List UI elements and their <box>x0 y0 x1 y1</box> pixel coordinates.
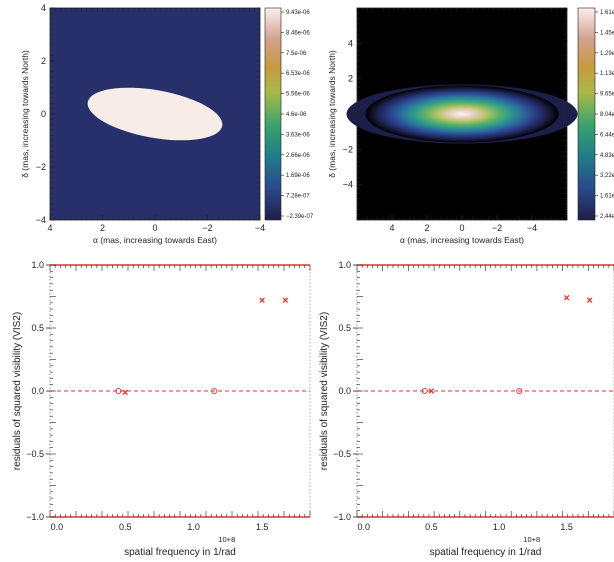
colorbar-gradient <box>264 7 282 221</box>
colorbar: 1.61e- 1.45e- 1.29e- 1.13e- 9.65e- 8.04e- 6.44… <box>577 7 614 221</box>
y-tick-label: −4 <box>343 180 353 190</box>
x-axis-label: spatial frequency in 1/rad <box>430 547 542 558</box>
y-axis-label: δ (mas, increasing towards North) <box>20 50 30 178</box>
colorbar-label: 9.65e- <box>600 92 614 98</box>
x-tick-label: −2 <box>202 223 212 233</box>
x-multiplier: 10+8 <box>523 535 540 544</box>
colorbar: 9.43e-06 8.46e-06 7.5e-06 6.53e-06 5.56e-06 4… <box>264 7 314 221</box>
data-point-circle <box>516 387 523 395</box>
colorbar-label: 1.29e- <box>600 51 614 57</box>
y-tick-label: 4 <box>348 38 353 48</box>
y-tick-label: −2 <box>343 144 353 154</box>
y-tick-label: −1.0 <box>26 512 44 522</box>
y-axis-label: δ (mas, increasing towards North) <box>327 50 337 178</box>
marker-stroke <box>282 297 289 304</box>
colorbar-label: 2.66e-06 <box>286 153 310 159</box>
x-tick-label: −4 <box>255 223 265 233</box>
y-axis-label: residuals of squared visibility (VIS2) <box>12 312 23 470</box>
colorbar-label: 1.61e- <box>600 10 614 16</box>
colorbar-label: 6.53e-06 <box>286 71 310 77</box>
marker-stroke <box>122 389 129 396</box>
x-tick-label: 0 <box>152 223 157 233</box>
colorbar-gradient <box>577 7 596 221</box>
x-axis-label: α (mas, increasing towards East) <box>400 235 524 245</box>
colorbar-label: 1.61e- <box>600 194 614 200</box>
y-tick-label: −0.5 <box>333 449 351 459</box>
y-axis-label: residuals of squared visibility (VIS2) <box>319 312 330 470</box>
y-tick-label: −0.5 <box>26 449 44 459</box>
y-tick-label: 0.5 <box>31 323 44 333</box>
colorbar-label: 3.63e-06 <box>286 132 310 138</box>
x-tick-label: 4 <box>389 223 394 233</box>
marker-stroke <box>428 388 435 394</box>
residual-panel-2: 0.0 0.5 1.0 1.5 1.0 0.5 0.0 −0.5 −1.0 10+8 spatial… <box>319 260 614 558</box>
colorbar-label: −2.39e-07 <box>286 214 314 220</box>
x-tick-label: 1.0 <box>187 522 200 532</box>
data-point-circle <box>211 387 218 395</box>
x-tick-label: 0 <box>459 223 464 233</box>
y-tick-label: 1.0 <box>338 260 351 270</box>
data-point-x <box>586 297 593 304</box>
x-tick-label: −4 <box>527 223 537 233</box>
y-tick-label: 1.0 <box>31 260 44 270</box>
data-point-x <box>282 297 289 304</box>
x-tick-label: 1.5 <box>560 522 573 532</box>
colorbar-label: 5.56e-06 <box>286 92 310 98</box>
x-tick-label: 2 <box>100 223 105 233</box>
x-tick-label: −2 <box>492 223 502 233</box>
y-tick-label: −1.0 <box>333 512 351 522</box>
data-point-x <box>259 297 265 304</box>
y-tick-label: 0.0 <box>31 386 44 396</box>
y-tick-label: 0 <box>348 109 353 119</box>
colorbar-label: 4.83e- <box>600 153 614 159</box>
y-tick-label: 4 <box>41 3 46 13</box>
y-tick-label: −4 <box>36 215 46 225</box>
marker-stroke <box>586 297 593 304</box>
colorbar-label: 3.22e- <box>600 173 614 179</box>
colorbar-label: 2.44e- <box>600 214 614 220</box>
colorbar-label: 4.6e-06 <box>286 112 307 118</box>
image-blob <box>365 85 559 143</box>
data-point-x <box>428 388 435 394</box>
y-tick-label: 0.0 <box>338 386 351 396</box>
colorbar-label: 7.5e-06 <box>286 51 307 57</box>
marker-stroke <box>563 295 570 301</box>
colorbar-label: 7.28e-07 <box>286 194 310 200</box>
x-tick-label: 0.5 <box>425 522 438 532</box>
y-tick-label: 2 <box>41 56 46 66</box>
x-tick-label: 1.0 <box>493 522 506 532</box>
colorbar-label: 9.43e-06 <box>286 10 310 16</box>
data-point-x <box>122 389 129 396</box>
residual-panel-1: 0.0 0.5 1.0 1.5 1.0 0.5 0.0 −0.5 −1.0 10+8 spatial… <box>12 260 311 558</box>
y-tick-label: 0 <box>41 109 46 119</box>
colorbar-label: 1.45e- <box>600 30 614 36</box>
x-axis-label: α (mas, increasing towards East) <box>93 235 217 245</box>
x-axis-label: spatial frequency in 1/rad <box>124 547 236 558</box>
colorbar-label: 8.46e-06 <box>286 30 310 36</box>
data-point-x <box>563 295 570 301</box>
marker-stroke <box>259 297 265 304</box>
model-ellipse <box>87 87 223 141</box>
y-tick-label: 2 <box>348 74 353 84</box>
x-tick-label: 2 <box>424 223 429 233</box>
y-tick-label: 0.5 <box>338 323 351 333</box>
colorbar-label: 1.13e- <box>600 71 614 77</box>
data-point-circle <box>421 387 428 395</box>
x-tick-label: 0.0 <box>51 522 64 532</box>
x-tick-label: 4 <box>47 223 52 233</box>
colorbar-label: 1.69e-06 <box>286 173 310 179</box>
data-point-circle <box>115 387 122 395</box>
x-tick-label: 0.0 <box>358 522 371 532</box>
x-tick-label: 1.5 <box>256 522 269 532</box>
x-multiplier: 10+8 <box>218 535 235 544</box>
y-tick-label: −2 <box>36 162 46 172</box>
colorbar-label: 8.04e- <box>600 112 614 118</box>
colorbar-label: 6.44e- <box>600 132 614 138</box>
x-tick-label: 0.5 <box>119 522 132 532</box>
